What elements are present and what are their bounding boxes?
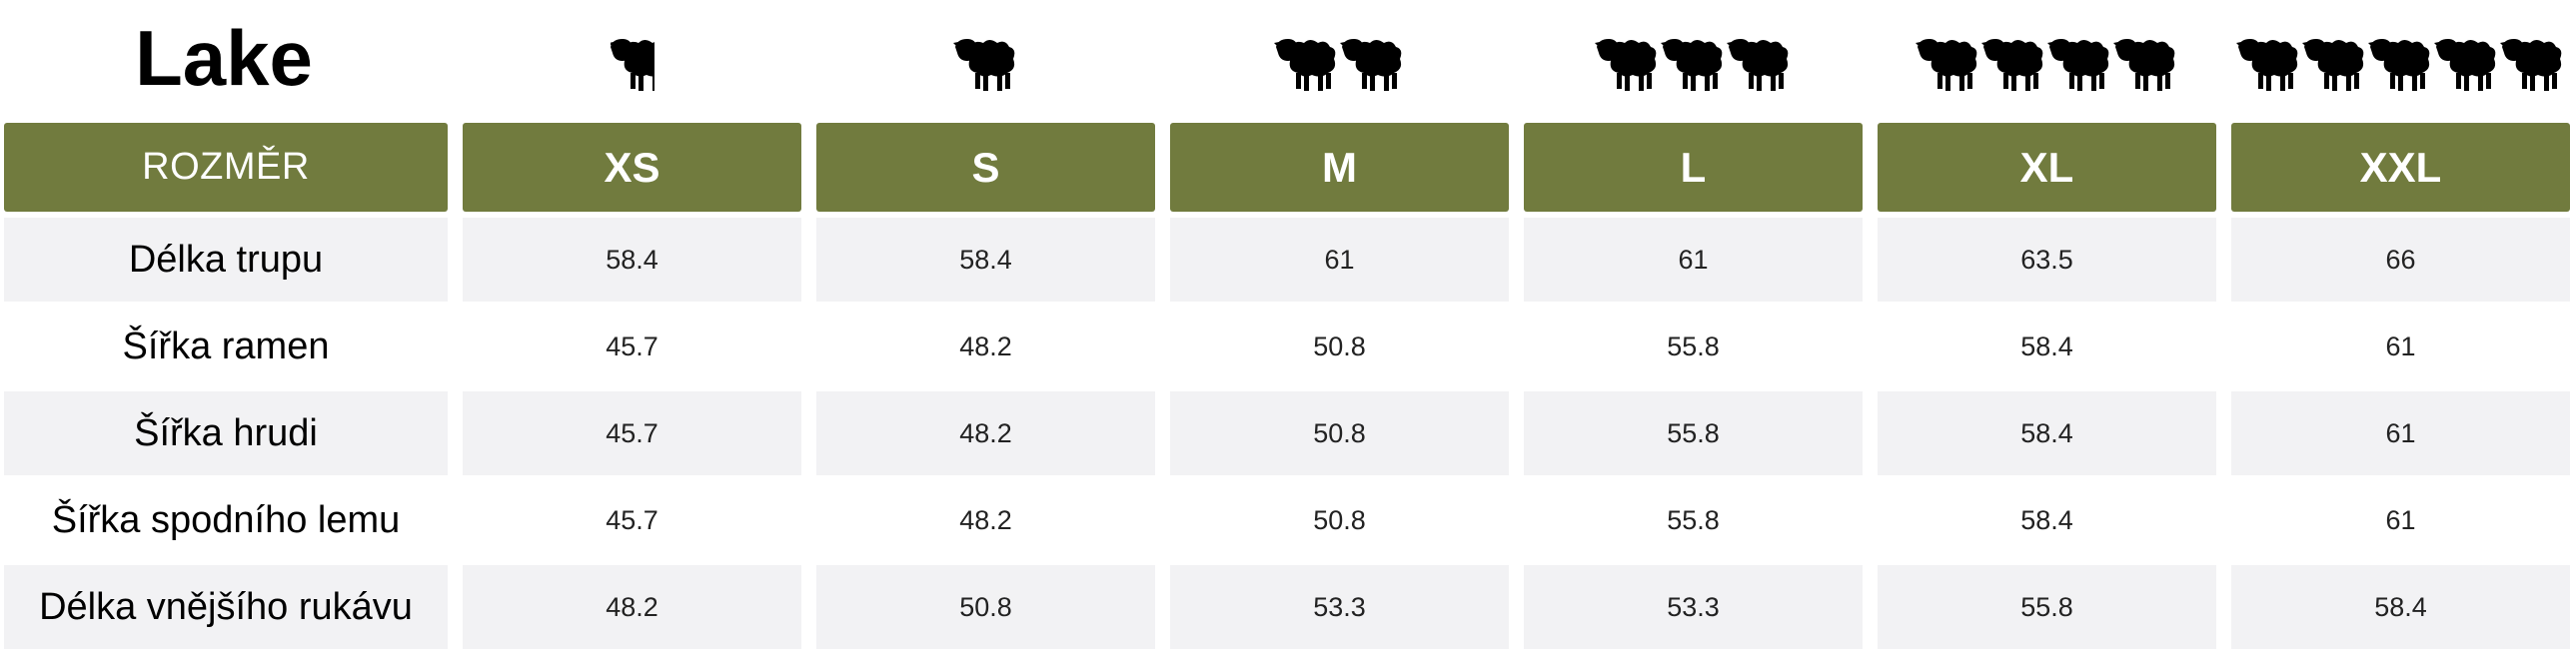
size-header-xxl: XXL — [2231, 123, 2570, 212]
table-cell: 58.4 — [2020, 330, 2073, 361]
size-header-m: M — [1170, 123, 1509, 212]
table-cell: 45.7 — [463, 391, 801, 475]
sheep-icon — [2433, 39, 2495, 91]
table-cell: 50.8 — [816, 565, 1155, 649]
sheep-icon — [1660, 39, 1722, 91]
size-header-l: L — [1524, 123, 1863, 212]
table-cell: 50.8 — [1313, 330, 1366, 361]
table-cell: 50.8 — [1313, 504, 1366, 535]
table-cell: 61 — [1524, 218, 1863, 302]
sheep-icon — [2235, 39, 2297, 91]
row-label: Délka trupu — [4, 218, 448, 302]
sheep-indicator-l — [1524, 8, 1863, 118]
table-cell: 58.4 — [463, 218, 801, 302]
table-cell: 45.7 — [606, 330, 658, 361]
sheep-icon — [1273, 39, 1335, 91]
row-label: Šířka hrudi — [4, 391, 448, 475]
table-cell: 48.2 — [463, 565, 801, 649]
table-cell: 45.7 — [606, 504, 658, 535]
sheep-icon — [2301, 39, 2363, 91]
sheep-icon — [2046, 39, 2108, 91]
table-cell: 48.2 — [959, 504, 1012, 535]
row-label: Šířka ramen — [122, 325, 330, 367]
table-cell: 61 — [2385, 504, 2416, 535]
table-cell: 58.4 — [1878, 391, 2216, 475]
table-cell: 55.8 — [1878, 565, 2216, 649]
sheep-indicator-xs — [463, 8, 801, 118]
size-header-xl: XL — [1878, 123, 2216, 212]
header-label: ROZMĚR — [4, 123, 448, 212]
table-cell: 55.8 — [1667, 330, 1720, 361]
sheep-icon — [952, 39, 1014, 91]
table-cell: 61 — [2385, 330, 2416, 361]
row-label: Šířka spodního lemu — [51, 498, 401, 541]
table-cell: 58.4 — [2020, 504, 2073, 535]
sheep-indicator-xxl — [2231, 8, 2570, 118]
table-cell: 55.8 — [1667, 504, 1720, 535]
table-cell: 63.5 — [1878, 218, 2216, 302]
sheep-icon — [1980, 39, 2042, 91]
table-cell: 66 — [2231, 218, 2570, 302]
table-cell: 53.3 — [1524, 565, 1863, 649]
table-cell: 48.2 — [959, 330, 1012, 361]
sheep-icon — [2112, 39, 2174, 91]
sheep-icon — [610, 39, 654, 91]
sheep-icon — [1594, 39, 1656, 91]
table-cell: 48.2 — [816, 391, 1155, 475]
table-cell: 58.4 — [816, 218, 1155, 302]
table-cell: 58.4 — [2231, 565, 2570, 649]
sheep-icon — [1726, 39, 1788, 91]
table-cell: 50.8 — [1170, 391, 1509, 475]
sheep-icon — [2499, 39, 2561, 91]
sheep-indicator-m — [1170, 8, 1509, 118]
sheep-icon — [1915, 39, 1976, 91]
row-label: Délka vnějšího rukávu — [4, 565, 448, 649]
sheep-indicator-xl — [1878, 8, 2216, 118]
page-title: Lake — [135, 14, 313, 102]
table-cell: 61 — [2231, 391, 2570, 475]
sheep-indicator-s — [816, 8, 1155, 118]
table-cell: 61 — [1170, 218, 1509, 302]
sheep-icon — [2367, 39, 2429, 91]
table-cell: 53.3 — [1170, 565, 1509, 649]
table-cell: 55.8 — [1524, 391, 1863, 475]
size-header-xs: XS — [463, 123, 801, 212]
size-header-s: S — [816, 123, 1155, 212]
sheep-icon — [1339, 39, 1401, 91]
